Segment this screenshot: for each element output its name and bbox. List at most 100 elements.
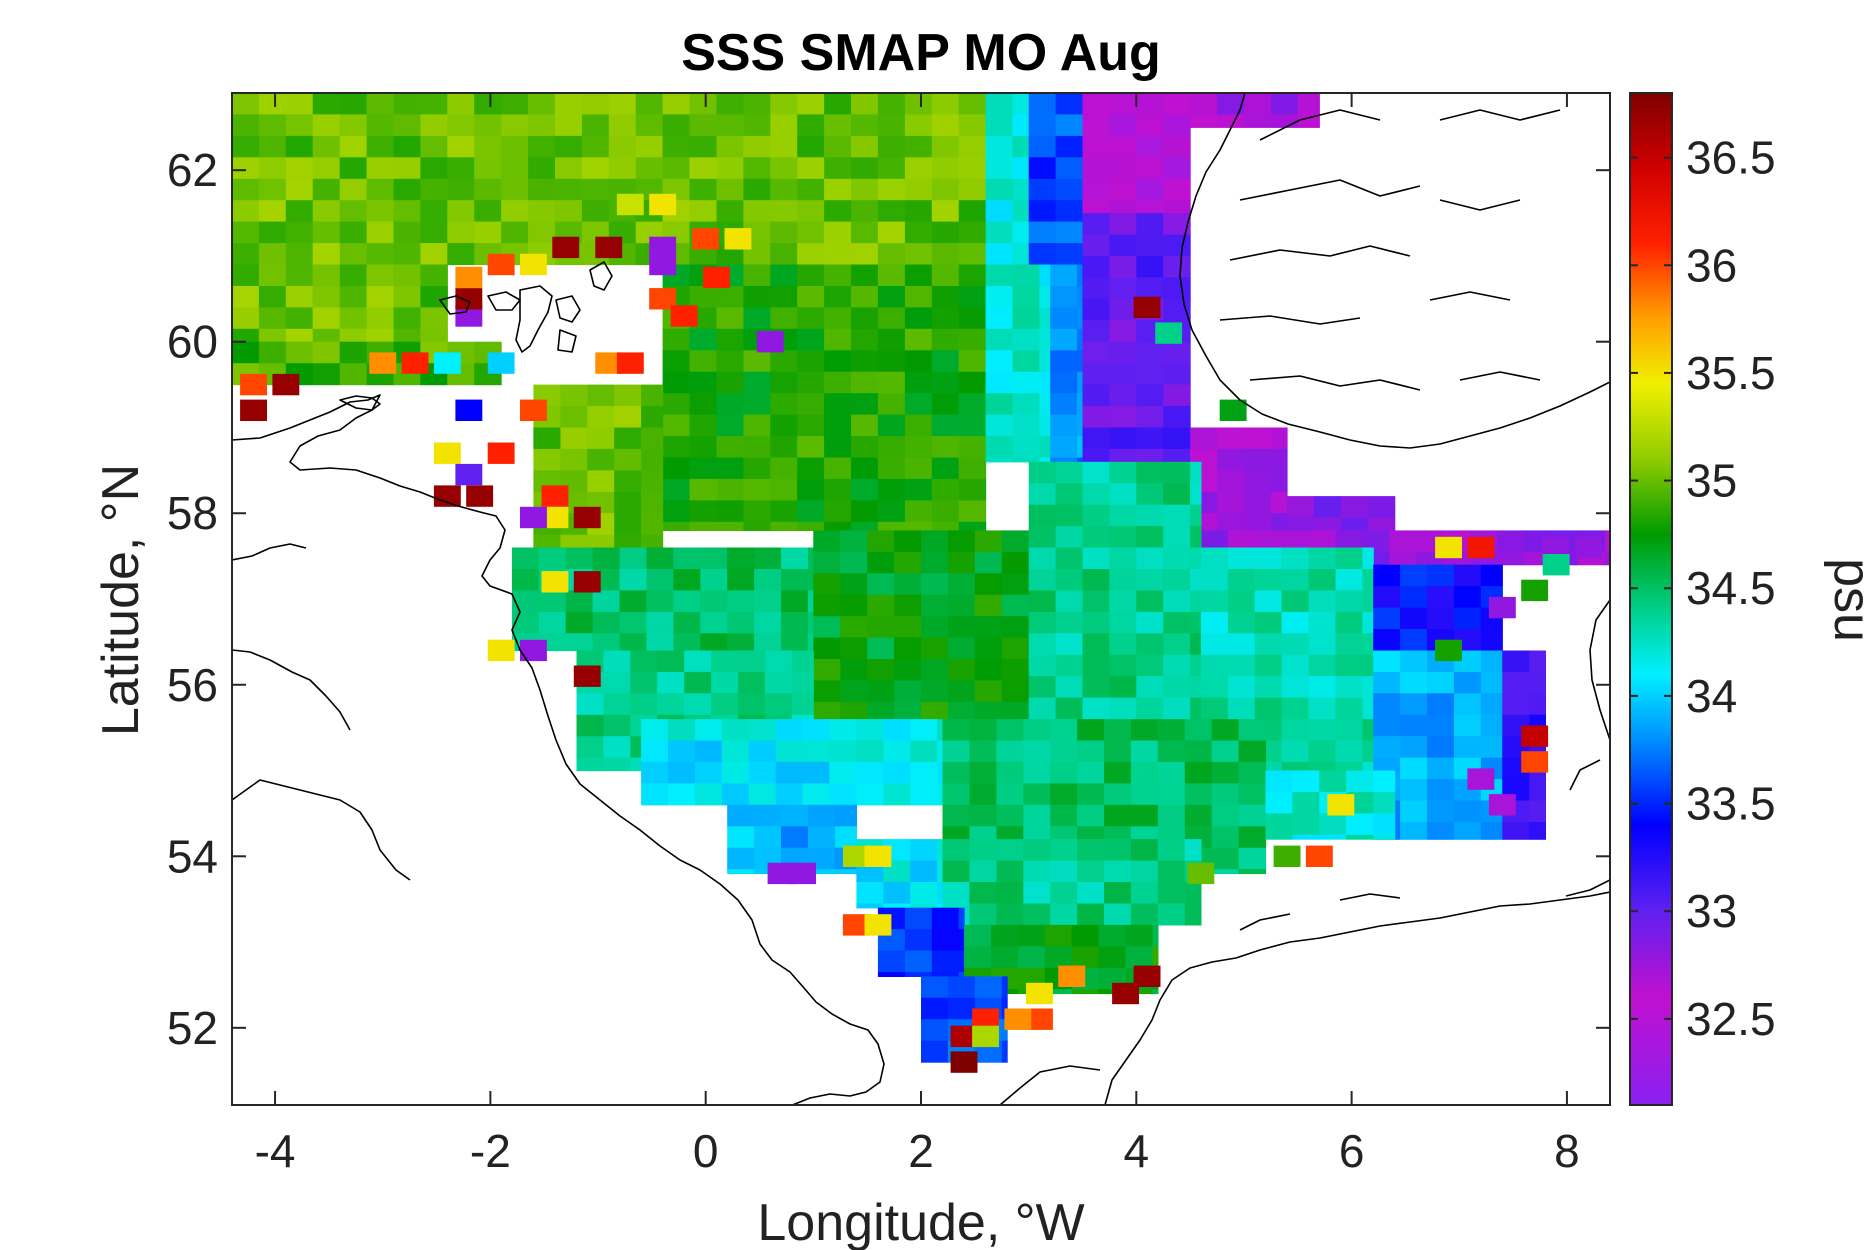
salinity-cell	[1050, 783, 1078, 806]
salinity-cell	[969, 903, 997, 926]
salinity-cell	[1055, 135, 1084, 158]
salinity-cell	[1427, 607, 1455, 630]
salinity-cell	[689, 350, 717, 373]
salinity-cell	[1055, 526, 1084, 549]
salinity-cell	[1082, 114, 1110, 137]
salinity-cell	[743, 436, 771, 459]
salinity-cell	[867, 616, 895, 639]
colorbar-tick-label: 34	[1686, 670, 1737, 722]
salinity-cell	[883, 740, 911, 763]
salinity-cell	[420, 328, 448, 343]
salinity-cell	[1109, 157, 1137, 180]
salinity-cell	[1265, 834, 1293, 840]
salinity-cell	[576, 693, 604, 716]
salinity-cell	[1130, 804, 1159, 827]
salinity-cell	[958, 307, 987, 330]
salinity-cell-anomaly	[1133, 965, 1161, 987]
salinity-cell	[877, 328, 906, 351]
salinity-cell	[258, 243, 287, 266]
salinity-cell	[608, 93, 637, 115]
salinity-cell	[1130, 903, 1159, 926]
salinity-cell	[877, 500, 906, 523]
salinity-cell	[877, 307, 906, 330]
salinity-cell	[1238, 719, 1267, 742]
salinity-cell	[931, 114, 960, 137]
salinity-cell	[1497, 551, 1525, 566]
salinity-cell	[592, 547, 621, 570]
salinity-cell	[937, 761, 944, 784]
salinity-cell	[1104, 740, 1132, 763]
salinity-cell	[1308, 633, 1337, 656]
salinity-cell	[958, 328, 987, 351]
salinity-cell	[1109, 255, 1137, 278]
salinity-cell	[1039, 457, 1051, 463]
salinity-cell	[1012, 307, 1040, 330]
salinity-cell	[1427, 693, 1455, 716]
salinity-cell	[555, 157, 583, 180]
y-tick-label: 54	[167, 830, 218, 882]
salinity-cell	[1200, 530, 1229, 553]
y-tick-label: 58	[167, 487, 218, 539]
salinity-cell	[743, 371, 771, 394]
salinity-cell	[894, 680, 922, 703]
salinity-cell	[716, 478, 744, 501]
colorbar-tick-label: 36	[1686, 239, 1737, 291]
salinity-cell	[1254, 611, 1283, 634]
salinity-cell	[1373, 770, 1396, 793]
salinity-cell	[1136, 427, 1164, 450]
salinity-cell	[781, 547, 809, 570]
salinity-cell	[840, 530, 868, 553]
salinity-cell-anomaly	[670, 305, 698, 327]
salinity-cell	[921, 997, 949, 1020]
salinity-cell	[770, 114, 798, 137]
salinity-cell	[904, 929, 933, 952]
salinity-cell	[1227, 611, 1256, 634]
salinity-cell	[727, 569, 755, 591]
salinity-cell	[560, 406, 588, 428]
salinity-cell	[1319, 834, 1347, 840]
salinity-cell	[921, 530, 949, 553]
salinity-cell	[770, 157, 798, 180]
coastlines	[232, 93, 1610, 1105]
salinity-cell	[711, 671, 739, 694]
salinity-cell	[592, 611, 621, 634]
salinity-cell	[1136, 114, 1164, 137]
salinity-cell	[1217, 491, 1245, 514]
salinity-cell	[1109, 341, 1137, 364]
salinity-cell	[1012, 178, 1030, 201]
salinity-cell	[743, 157, 771, 180]
salinity-cell	[1001, 1019, 1008, 1042]
salinity-cell	[1335, 719, 1363, 742]
salinity-cell	[781, 611, 809, 634]
salinity-cell	[1136, 341, 1164, 364]
salinity-cell	[1050, 740, 1078, 763]
salinity-cell	[931, 328, 960, 351]
salinity-cell	[1109, 406, 1137, 428]
salinity-cell-anomaly	[1026, 982, 1053, 1005]
salinity-cell	[393, 221, 421, 244]
salinity-cell	[894, 551, 922, 574]
salinity-cell	[996, 860, 1024, 883]
salinity-cell	[754, 569, 782, 591]
salinity-cell	[1292, 813, 1320, 836]
salinity-cell	[1055, 93, 1084, 115]
salinity-cell	[834, 826, 857, 849]
salinity-cell	[689, 478, 717, 501]
salinity-cell-anomaly	[1467, 536, 1495, 559]
salinity-cell	[603, 671, 631, 694]
salinity-cell	[1244, 513, 1272, 536]
salinity-cell	[743, 200, 771, 223]
salinity-cell	[958, 178, 987, 201]
salinity-cell-anomaly	[1542, 536, 1570, 559]
salinity-cell	[1077, 761, 1105, 784]
salinity-cell	[1238, 826, 1267, 849]
salinity-cell	[684, 693, 712, 716]
salinity-cell	[1190, 93, 1218, 115]
salinity-cell	[1130, 882, 1159, 904]
salinity-cell	[1109, 93, 1137, 115]
salinity-cell	[1136, 157, 1164, 180]
salinity-cell	[1190, 504, 1202, 527]
salinity-cell	[1082, 341, 1110, 364]
salinity-cell	[258, 157, 287, 180]
salinity-cell	[958, 264, 987, 287]
